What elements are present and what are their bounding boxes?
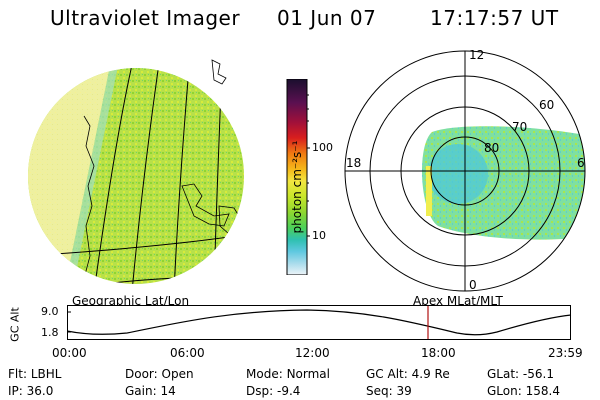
- altitude-axis-label: GC Alt: [8, 307, 22, 342]
- altitude-plot: [67, 305, 572, 340]
- instrument-title: Ultraviolet Imager: [50, 6, 241, 30]
- colorbar-unit-label: photon cm⁻²s⁻¹: [290, 140, 304, 234]
- geo-projection-label: Geographic Lat/Lon: [72, 294, 190, 308]
- polar-image: [344, 50, 586, 292]
- time-tick-0000: 00:00: [52, 346, 87, 360]
- altitude-tick-1.8: 1.8: [41, 326, 59, 339]
- status-gc-alt: GC Alt: 4.9 Re: [366, 367, 450, 381]
- time-tick-1200: 12:00: [295, 346, 330, 360]
- status-mode: Mode: Normal: [246, 367, 330, 381]
- colorbar-tick-100: 100: [312, 141, 333, 154]
- status-ip: IP: 36.0: [8, 384, 54, 398]
- status-glat: GLat: -56.1: [487, 367, 554, 381]
- polar-projection-label: Apex MLat/MLT: [413, 294, 503, 308]
- status-door: Door: Open: [125, 367, 194, 381]
- status-dsp: Dsp: -9.4: [246, 384, 301, 398]
- status-glon: GLon: 158.4: [487, 384, 560, 398]
- status-flt: Flt: LBHL: [8, 367, 62, 381]
- mlt-label-12: 12: [469, 48, 485, 62]
- time-tick-0600: 06:00: [170, 346, 205, 360]
- colorbar-tick-10: 10: [312, 229, 326, 242]
- time-tick-2359: 23:59: [548, 346, 583, 360]
- status-seq: Seq: 39: [366, 384, 412, 398]
- date-label: 01 Jun 07: [277, 6, 377, 30]
- time-tick-1800: 18:00: [421, 346, 456, 360]
- coastline-fragment: [211, 59, 227, 85]
- mlt-label-18: 18: [346, 156, 362, 170]
- mlat-label-80: 80: [484, 141, 500, 155]
- status-gain: Gain: 14: [125, 384, 176, 398]
- altitude-curve: [67, 309, 572, 336]
- time-label: 17:17:57 UT: [430, 6, 559, 30]
- mlat-label-60: 60: [539, 98, 555, 112]
- altitude-tick-9: 9.0: [41, 305, 59, 318]
- geographic-image: [28, 59, 244, 284]
- mlt-label-0: 0: [469, 278, 477, 292]
- mlt-label-6: 6: [577, 156, 585, 170]
- colorbar: [286, 79, 310, 275]
- mlat-label-70: 70: [512, 120, 528, 134]
